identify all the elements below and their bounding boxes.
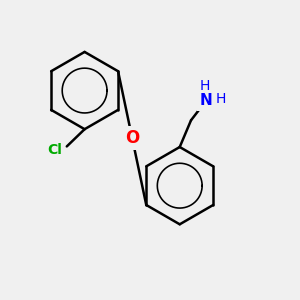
Text: N: N [200,94,212,109]
Text: Cl: Cl [47,143,62,157]
Text: H: H [215,92,226,106]
Text: O: O [125,129,139,147]
Text: H: H [199,79,210,93]
